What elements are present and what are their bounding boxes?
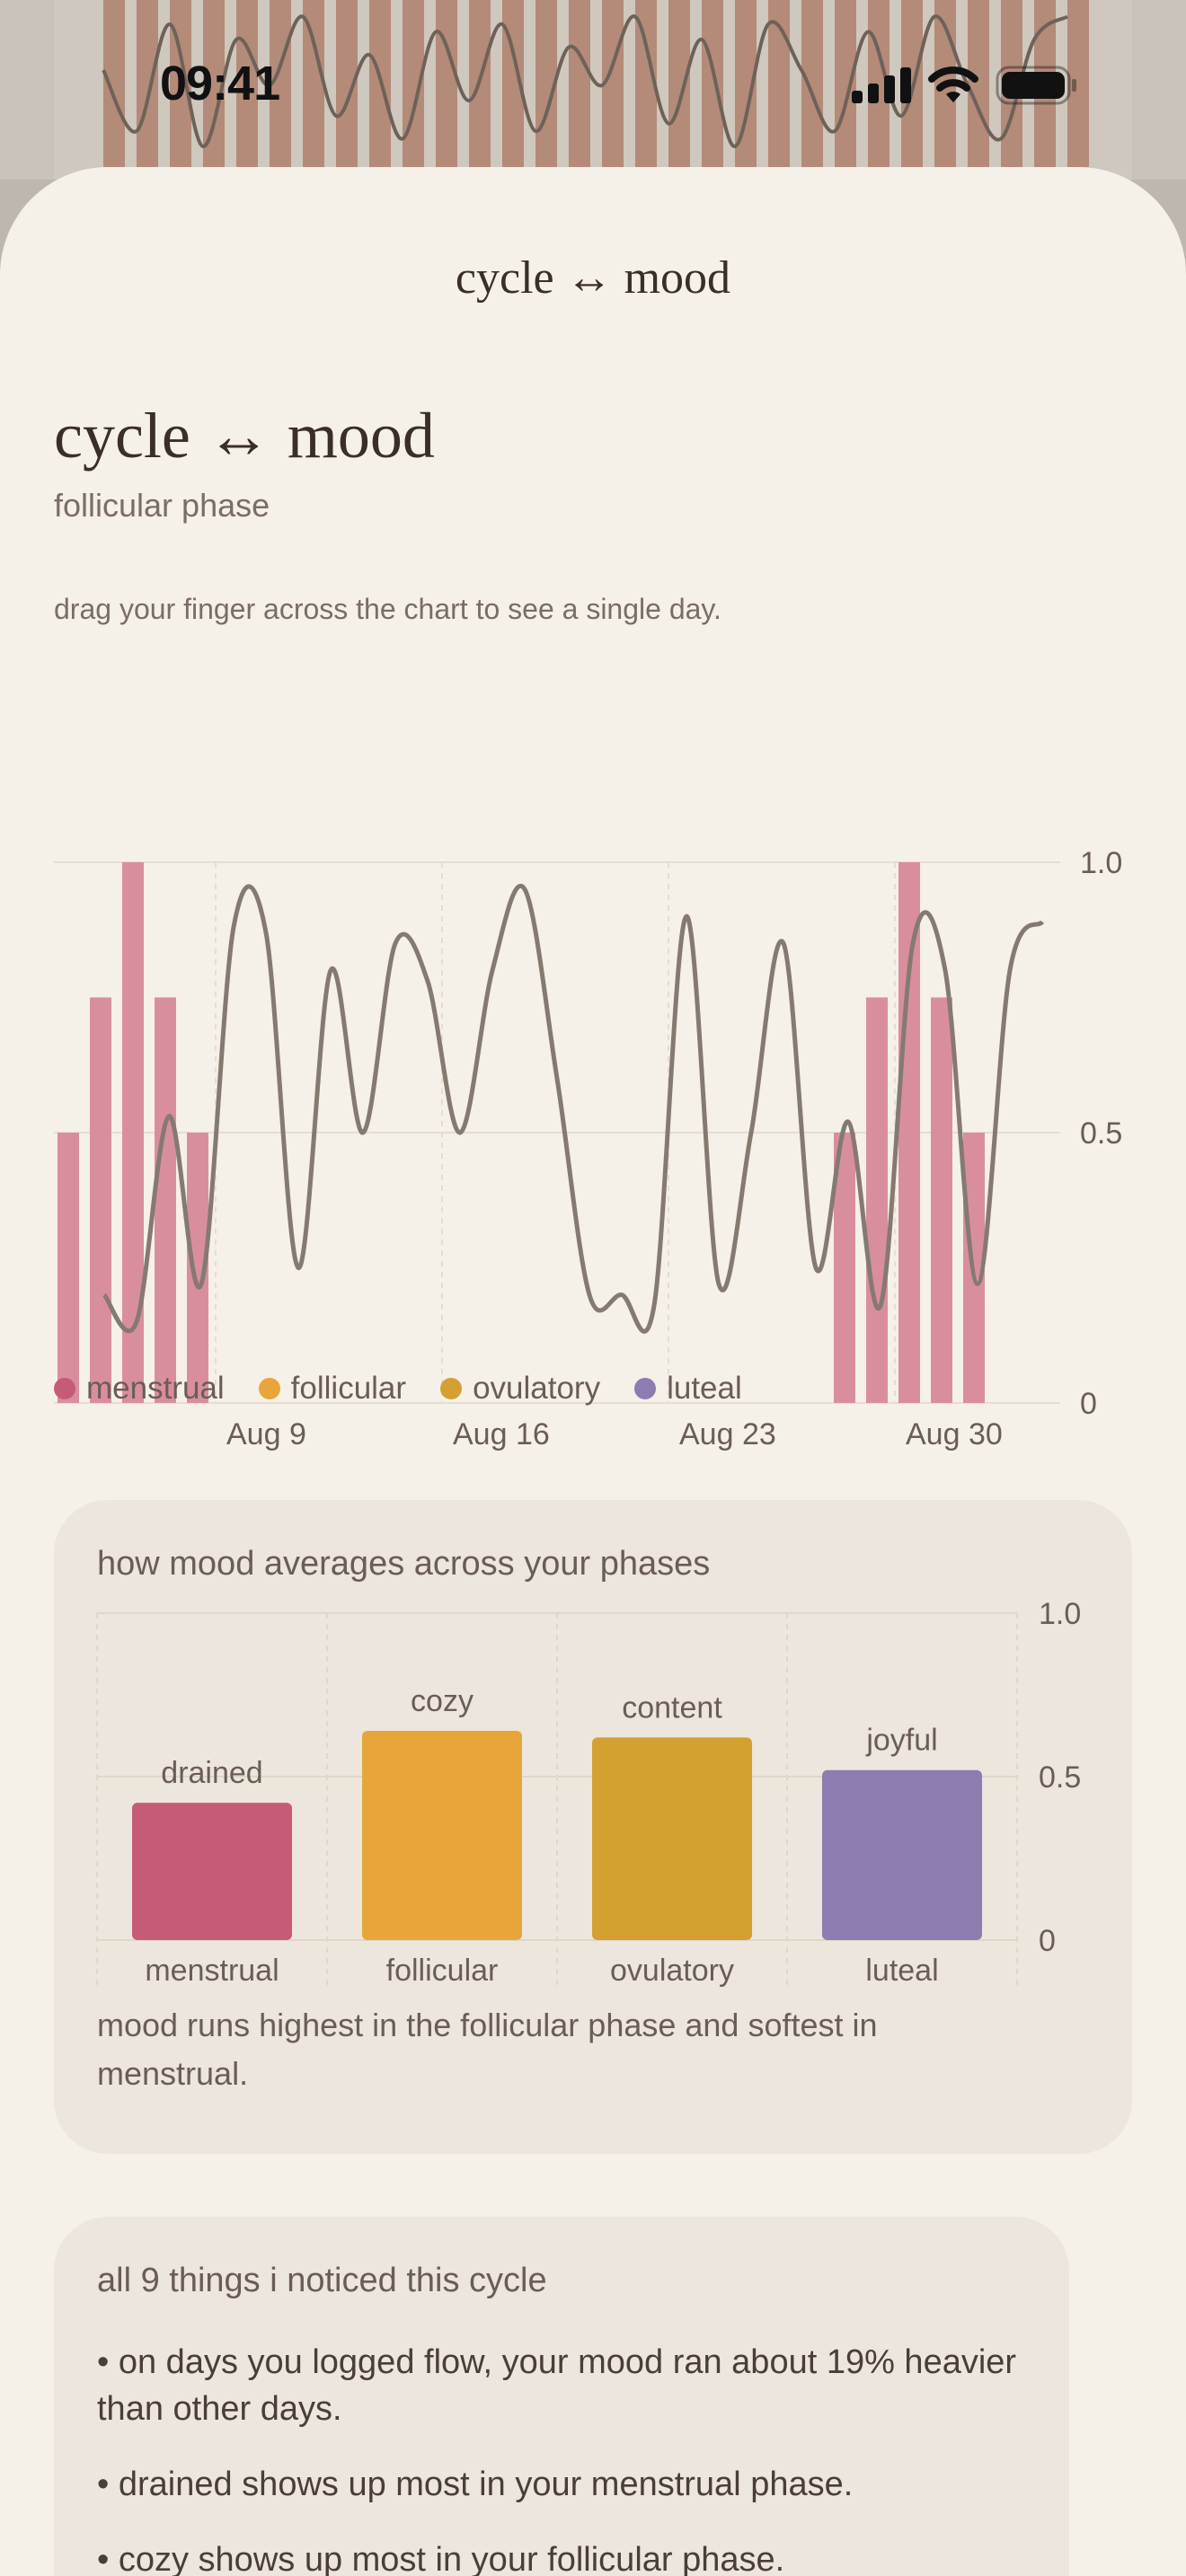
y-tick-label: 1.0	[1039, 1597, 1081, 1631]
background-bar	[668, 0, 690, 167]
mood-line	[102, 884, 1045, 1334]
x-tick-label: ovulatory	[610, 1954, 734, 1988]
cycle-notices-card: all 9 things i noticed this cycle • on d…	[54, 2217, 1069, 2576]
phase-averages-card: 0 0.5 1.0 drained menstrual cozy follicular con…	[54, 1500, 1132, 2154]
phase-bar-menstrual	[132, 1803, 292, 1940]
background-bar	[303, 0, 324, 167]
x-tick-label: follicular	[386, 1954, 499, 1988]
sheet-title: cycle ↔ mood	[455, 252, 731, 304]
phase-legend: menstrual follicular ovulatory luteal	[54, 1371, 742, 1407]
phase-bar-ovulatory	[592, 1737, 752, 1940]
phase-averages-summary: mood runs highest in the follicular phas…	[97, 2007, 878, 2092]
y-tick-label: 1.0	[1080, 846, 1122, 880]
bar-mood-label: content	[622, 1690, 722, 1725]
cycle-mood-chart[interactable]: 0 0.5 1.0 Aug 9 Aug 16 Aug 23 Aug 30	[0, 670, 1186, 1478]
x-tick-label: menstrual	[145, 1954, 279, 1988]
x-tick-label: Aug 23	[679, 1417, 776, 1451]
battery-icon	[996, 66, 1076, 105]
cycle-notices-title: all 9 things i noticed this cycle	[97, 2262, 547, 2299]
legend-dot	[634, 1378, 657, 1399]
phase-bar-follicular	[362, 1731, 522, 1940]
legend-dot	[258, 1378, 280, 1399]
legend-item-menstrual: menstrual	[54, 1371, 225, 1407]
status-bar: 09:41	[0, 0, 1186, 171]
y-tick-label: 0.5	[1080, 1116, 1122, 1151]
legend-label: menstrual	[86, 1371, 225, 1406]
menstrual-bar	[866, 997, 888, 1403]
legend-item-ovulatory: ovulatory	[440, 1371, 600, 1407]
background-bar	[236, 0, 258, 167]
menstrual-bar	[90, 997, 111, 1403]
background-bar	[436, 0, 457, 167]
wifi-icon	[928, 66, 978, 102]
notice-item: • on days you logged flow, your mood ran…	[97, 2343, 1017, 2428]
y-tick-label: 0	[1080, 1387, 1097, 1421]
menstrual-bar	[58, 1133, 79, 1403]
signal-icon	[852, 67, 911, 103]
cycle-mood-sheet: cycle ↔ mood cycle ↔ mood follicular pha…	[0, 167, 1186, 2576]
background-bar	[968, 0, 989, 167]
phase-averages-chart: 0 0.5 1.0 drained menstrual cozy follicular con…	[96, 1597, 1081, 1988]
background-bar	[801, 0, 823, 167]
legend-dot	[54, 1378, 75, 1399]
legend-label: luteal	[667, 1371, 742, 1406]
bar-mood-label: joyful	[865, 1724, 937, 1758]
phase-averages-title: how mood averages across your phases	[97, 1545, 711, 1583]
legend-label: follicular	[290, 1371, 407, 1406]
background-bar	[1067, 0, 1089, 167]
legend-item-follicular: follicular	[258, 1371, 407, 1407]
legend-item-luteal: luteal	[634, 1371, 742, 1407]
menstrual-bar	[155, 997, 176, 1403]
menstrual-bar	[898, 862, 920, 1403]
background-bar	[137, 0, 158, 167]
menstrual-bar	[122, 862, 144, 1403]
y-tick-label: 0	[1039, 1924, 1056, 1958]
x-tick-label: Aug 9	[226, 1417, 306, 1451]
phase-bar-luteal	[822, 1769, 982, 1940]
notice-item: • drained shows up most in your menstrua…	[97, 2466, 854, 2503]
x-tick-label: Aug 30	[906, 1417, 1003, 1451]
background-bar	[835, 0, 856, 167]
menstrual-bar	[931, 997, 952, 1403]
y-tick-label: 0.5	[1039, 1760, 1081, 1795]
legend-label: ovulatory	[473, 1371, 601, 1406]
background-bar	[702, 0, 723, 167]
background-bar	[569, 0, 590, 167]
page-title: cycle ↔ mood	[54, 400, 435, 472]
bar-mood-label: drained	[161, 1756, 262, 1790]
status-icons	[852, 63, 1078, 108]
legend-dot	[440, 1378, 463, 1399]
x-tick-label: luteal	[865, 1954, 938, 1988]
current-phase-label: follicular phase	[54, 487, 270, 524]
chart-hint: drag your finger across the chart to see…	[54, 593, 721, 625]
x-tick-label: Aug 16	[453, 1417, 550, 1451]
bar-mood-label: cozy	[411, 1684, 474, 1718]
status-time: 09:41	[160, 57, 280, 110]
background-mood-line	[102, 14, 1069, 149]
notice-item: • cozy shows up most in your follicular …	[97, 2541, 785, 2576]
